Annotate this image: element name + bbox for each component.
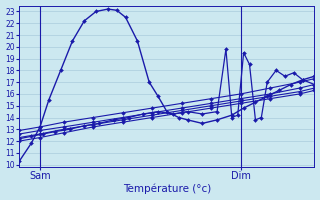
X-axis label: Température (°c): Température (°c) — [123, 184, 211, 194]
